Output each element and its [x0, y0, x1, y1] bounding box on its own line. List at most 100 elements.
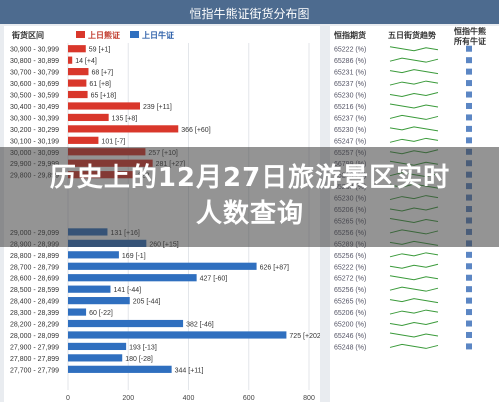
bull-range-label: 28,700 - 28,799	[10, 264, 59, 271]
x-tick-label: 400	[183, 395, 195, 402]
bull-range-label: 27,800 - 27,899	[10, 356, 59, 363]
bull-bar	[68, 342, 127, 351]
bull-value-label: 344 [+11]	[175, 367, 204, 374]
bear-value-label: 14 [+4]	[75, 58, 97, 65]
futures-value: 65231 (%)	[334, 70, 366, 77]
bull-bar	[68, 319, 184, 328]
trend-sparkline	[389, 57, 439, 63]
bear-bar	[68, 56, 73, 64]
bull-bar	[68, 251, 119, 259]
stock-header-line2: 所有牛证	[454, 37, 486, 46]
trend-sparkline	[389, 343, 439, 349]
bull-legend-label: 上日牛证	[142, 31, 174, 40]
stock-marker	[466, 309, 472, 316]
bear-value-label: 239 [+11]	[143, 104, 172, 111]
five-day-trend-header: 五日街货趋势	[388, 31, 436, 40]
range-column-header: 街货区间	[12, 31, 44, 40]
futures-value: 65248 (%)	[334, 344, 366, 351]
futures-value: 65222 (%)	[334, 264, 366, 271]
bull-range-label: 28,500 - 28,599	[10, 287, 59, 294]
trend-sparkline	[389, 126, 439, 132]
bull-value-label: 382 [-46]	[186, 322, 214, 329]
stock-marker	[466, 80, 472, 87]
bull-bar	[68, 331, 287, 339]
bull-bar	[68, 354, 123, 362]
stock-marker	[466, 251, 472, 258]
stock-marker	[466, 68, 472, 75]
bull-value-label: 205 [-44]	[133, 299, 161, 306]
stock-marker	[466, 274, 472, 281]
bull-bar	[68, 262, 257, 270]
trend-sparkline	[389, 137, 439, 143]
futures-value: 65237 (%)	[334, 81, 366, 88]
bear-bar	[68, 68, 89, 76]
stock-marker	[466, 343, 472, 350]
bull-value-label: 427 [-60]	[200, 276, 228, 283]
bear-value-label: 101 [-7]	[101, 138, 125, 145]
bull-range-label: 28,600 - 28,699	[10, 276, 59, 283]
futures-value: 65200 (%)	[334, 322, 366, 329]
futures-value: 65216 (%)	[334, 104, 366, 111]
bull-value-label: 141 [-44]	[113, 287, 141, 294]
bull-value-label: 180 [-28]	[125, 356, 153, 363]
futures-price-header: 恒指期货	[334, 31, 366, 40]
bull-bar	[68, 285, 111, 293]
window-title: 恒指牛熊证街货分布图	[189, 7, 310, 21]
bear-bar	[68, 102, 140, 110]
trend-sparkline	[389, 80, 439, 86]
bear-range-label: 30,900 - 30,999	[10, 47, 59, 54]
bull-bar	[68, 308, 87, 316]
futures-value: 65265 (%)	[334, 299, 366, 306]
stock-marker	[466, 125, 472, 132]
stock-marker	[466, 91, 472, 98]
x-tick-label: 0	[66, 395, 70, 402]
trend-sparkline	[389, 263, 439, 269]
x-tick-label: 600	[243, 395, 255, 402]
futures-value: 65256 (%)	[334, 287, 366, 294]
bear-bar	[68, 90, 88, 99]
bear-range-label: 30,700 - 30,799	[10, 70, 59, 77]
bear-range-label: 30,300 - 30,399	[10, 115, 59, 122]
bull-range-label: 27,700 - 27,799	[10, 367, 59, 374]
futures-value: 65230 (%)	[334, 127, 366, 134]
bull-value-label: 169 [-1]	[122, 253, 146, 260]
bear-range-label: 30,400 - 30,499	[10, 104, 59, 111]
futures-value: 65222 (%)	[334, 47, 366, 54]
bear-bar	[68, 113, 109, 122]
bear-value-label: 61 [+8]	[89, 81, 111, 88]
bear-value-label: 68 [+7]	[91, 70, 113, 77]
trend-sparkline	[389, 286, 439, 292]
bull-range-label: 28,300 - 28,399	[10, 310, 59, 317]
bull-value-label: 626 [+87]	[260, 264, 289, 271]
stock-marker	[466, 57, 472, 64]
futures-value: 65247 (%)	[334, 138, 366, 145]
trend-sparkline	[389, 298, 439, 304]
bear-range-label: 30,600 - 30,699	[10, 81, 59, 88]
stock-marker	[466, 45, 472, 52]
futures-value: 65206 (%)	[334, 310, 366, 317]
bear-legend-label: 上日熊证	[88, 31, 120, 40]
bull-range-label: 28,200 - 28,299	[10, 322, 59, 329]
bear-bar	[68, 45, 86, 53]
stock-marker	[466, 114, 472, 121]
trend-sparkline	[389, 103, 439, 109]
stock-marker	[466, 263, 472, 270]
bear-value-label: 366 [+60]	[181, 127, 210, 134]
stock-marker	[466, 286, 472, 293]
bull-range-label: 28,000 - 28,099	[10, 333, 59, 340]
stock-marker	[466, 331, 472, 338]
bull-value-label: 725 [+202]	[289, 333, 320, 340]
stock-header-line1: 恒指牛熊	[454, 27, 486, 36]
futures-value: 65246 (%)	[334, 333, 366, 340]
title-bar: 恒指牛熊证街货分布图	[0, 0, 499, 24]
bull-range-label: 28,800 - 28,899	[10, 253, 59, 260]
trend-sparkline	[389, 332, 439, 338]
bull-value-label: 193 [-13]	[129, 344, 157, 351]
bull-bar	[68, 274, 197, 282]
bear-range-label: 30,800 - 30,899	[10, 58, 59, 65]
headline-title: 历史上的12月27日旅游景区实时人数查询	[49, 163, 451, 229]
stock-marker	[466, 297, 472, 304]
bull-range-label: 27,900 - 27,999	[10, 344, 59, 351]
bear-bar	[68, 136, 99, 144]
